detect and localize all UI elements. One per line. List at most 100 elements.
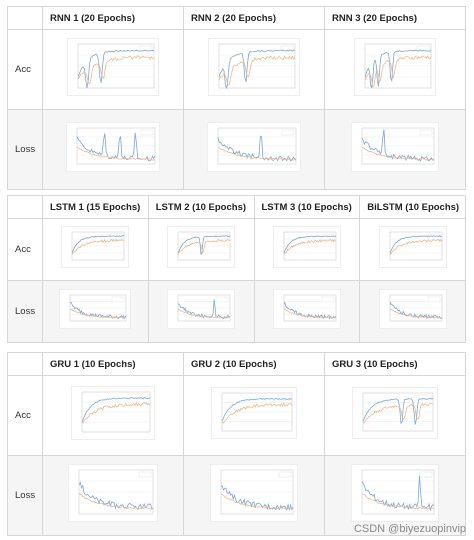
series-line-orange bbox=[221, 402, 293, 424]
series-line-blue bbox=[364, 49, 432, 89]
legend-box bbox=[215, 296, 229, 303]
series-line-orange bbox=[76, 147, 156, 161]
series-line-blue bbox=[177, 235, 231, 255]
rnn-table: RNN 1 (20 Epochs) RNN 2 (20 Epochs) RNN … bbox=[7, 6, 466, 190]
rnn-1-acc-plot bbox=[67, 38, 159, 96]
training-curve-chart bbox=[177, 231, 231, 261]
lstm-loss-row: Loss bbox=[7, 280, 466, 343]
legend-box bbox=[139, 45, 153, 52]
row-label-acc: Acc bbox=[7, 218, 43, 281]
series-line-blue bbox=[221, 397, 293, 422]
header-rnn-1: RNN 1 (20 Epochs) bbox=[42, 6, 184, 30]
series-line-blue bbox=[217, 135, 297, 162]
series-line-orange bbox=[361, 147, 435, 161]
legend-box bbox=[135, 393, 149, 400]
series-line-orange bbox=[81, 401, 151, 424]
training-curve-chart bbox=[283, 294, 337, 322]
rnn-1-loss-plot bbox=[66, 122, 160, 172]
header-lstm-2: LSTM 2 (10 Epochs) bbox=[147, 195, 255, 219]
rnn-2-acc-plot bbox=[208, 38, 300, 96]
training-curve-chart bbox=[362, 392, 434, 432]
lstm-1-loss-plot bbox=[59, 289, 132, 329]
training-curve-chart bbox=[72, 231, 125, 261]
header-gru-2: GRU 2 (10 Epochs) bbox=[183, 352, 325, 376]
training-curve-chart bbox=[78, 469, 154, 515]
lstm-2-acc-plot bbox=[167, 226, 236, 268]
legend-box bbox=[215, 233, 229, 240]
lstm-3-acc-plot bbox=[272, 226, 341, 268]
legend-box bbox=[277, 394, 291, 401]
series-line-orange bbox=[177, 308, 231, 319]
rnn-3-acc-plot bbox=[354, 38, 436, 96]
bilstm-loss-plot bbox=[378, 289, 447, 329]
series-line-orange bbox=[72, 238, 125, 255]
series-line-orange bbox=[77, 55, 155, 85]
rnn-corner-cell bbox=[7, 6, 43, 30]
series-line-orange bbox=[389, 308, 442, 319]
series-line-orange bbox=[283, 308, 336, 319]
training-curve-chart bbox=[76, 127, 156, 165]
gru-3-acc-plot bbox=[352, 387, 438, 439]
training-curve-chart bbox=[218, 43, 296, 90]
gru-2-loss-plot bbox=[210, 464, 298, 522]
series-line-blue bbox=[389, 301, 442, 320]
training-curve-chart bbox=[221, 392, 293, 432]
row-label-loss: Loss bbox=[7, 109, 43, 190]
gru-acc-row: Acc bbox=[7, 375, 466, 456]
training-curve-chart bbox=[220, 469, 294, 515]
series-line-blue bbox=[361, 475, 435, 512]
series-line-blue bbox=[78, 481, 154, 511]
lstm-table: LSTM 1 (15 Epochs) LSTM 2 (10 Epochs) LS… bbox=[7, 195, 466, 343]
csdn-watermark: CSDN @biyezuopinvip bbox=[353, 523, 466, 535]
legend-box bbox=[427, 296, 440, 303]
header-gru-3: GRU 3 (10 Epochs) bbox=[324, 352, 466, 376]
series-line-orange bbox=[283, 239, 337, 255]
lstm-header-row: LSTM 1 (15 Epochs) LSTM 2 (10 Epochs) LS… bbox=[7, 195, 466, 219]
header-rnn-3: RNN 3 (20 Epochs) bbox=[324, 6, 466, 30]
legend-box bbox=[321, 296, 335, 303]
training-curve-chart bbox=[364, 43, 432, 89]
legend-box bbox=[280, 45, 294, 52]
gru-1-loss-plot bbox=[68, 464, 158, 522]
legend-box bbox=[112, 296, 125, 303]
training-curve-chart bbox=[361, 469, 435, 515]
training-curve-chart bbox=[389, 294, 442, 322]
gru-header-row: GRU 1 (10 Epochs) GRU 2 (10 Epochs) GRU … bbox=[7, 352, 466, 376]
row-label-acc: Acc bbox=[7, 375, 43, 456]
training-curve-chart bbox=[283, 231, 337, 261]
series-line-blue bbox=[389, 235, 442, 254]
rnn-header-row: RNN 1 (20 Epochs) RNN 2 (20 Epochs) RNN … bbox=[7, 6, 466, 30]
training-curve-chart bbox=[81, 391, 151, 433]
lstm-3-loss-plot bbox=[272, 289, 341, 329]
series-line-orange bbox=[78, 493, 154, 510]
series-line-blue bbox=[283, 235, 337, 254]
lstm-1-acc-plot bbox=[61, 226, 130, 268]
legend-box bbox=[140, 129, 154, 136]
legend-box bbox=[419, 129, 433, 136]
series-line-orange bbox=[218, 55, 296, 86]
header-lstm-3: LSTM 3 (10 Epochs) bbox=[253, 195, 361, 219]
training-curve-chart bbox=[389, 231, 442, 261]
series-line-blue bbox=[72, 235, 125, 253]
series-line-blue bbox=[177, 299, 231, 320]
gru-3-loss-plot bbox=[351, 464, 439, 522]
header-bilstm: BiLSTM (10 Epochs) bbox=[359, 195, 466, 219]
series-line-orange bbox=[220, 493, 294, 510]
lstm-corner-cell bbox=[7, 195, 43, 219]
series-line-blue bbox=[218, 49, 296, 90]
series-line-blue bbox=[70, 301, 127, 320]
series-line-blue bbox=[220, 485, 294, 512]
gru-table: GRU 1 (10 Epochs) GRU 2 (10 Epochs) GRU … bbox=[7, 352, 466, 536]
series-line-blue bbox=[81, 397, 151, 423]
row-label-loss: Loss bbox=[7, 280, 43, 343]
series-line-orange bbox=[362, 402, 434, 424]
legend-box bbox=[416, 45, 430, 52]
legend-box bbox=[418, 394, 432, 401]
legend-box bbox=[419, 471, 433, 478]
series-line-blue bbox=[77, 49, 155, 89]
training-curve-chart bbox=[177, 294, 231, 322]
series-line-blue bbox=[283, 301, 337, 320]
legend-box bbox=[281, 129, 295, 136]
training-curve-chart bbox=[361, 127, 435, 165]
legend-box bbox=[278, 471, 292, 478]
